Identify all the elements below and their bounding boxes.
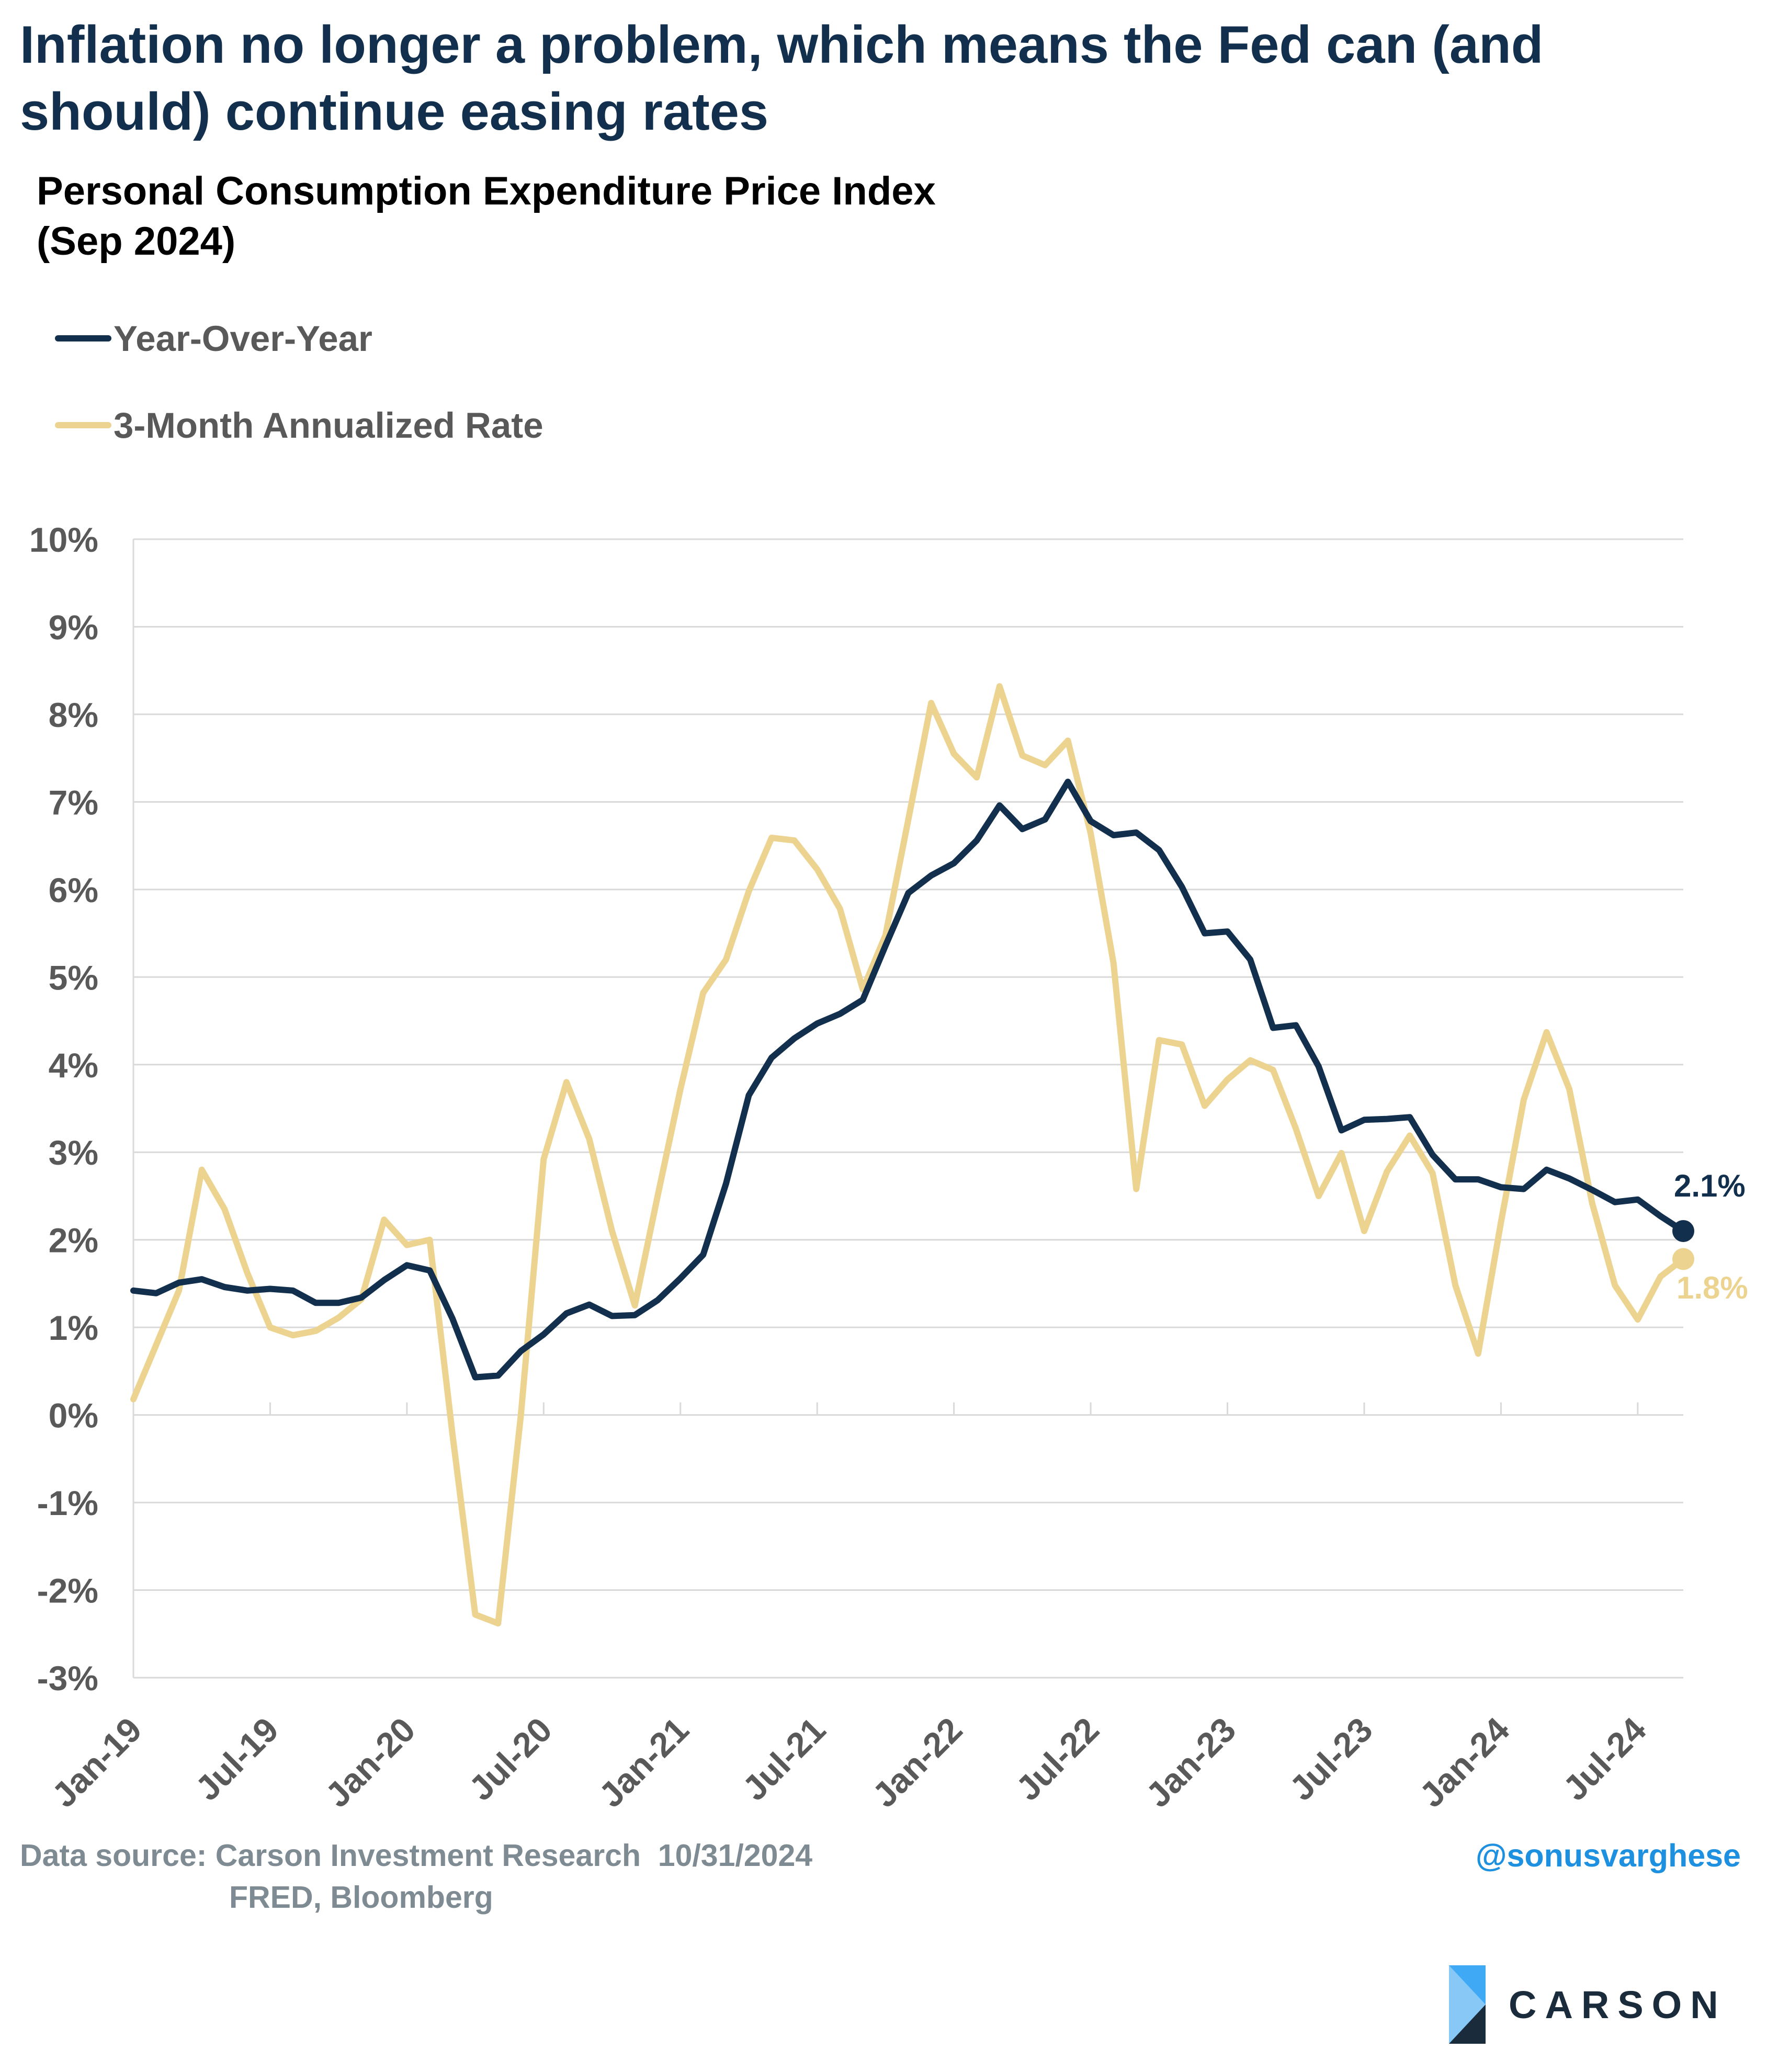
series-line-3m <box>130 683 1686 1627</box>
x-axis-labels: Jan-19 Jul-19 Jan-20 Jul-20 Jan-21 Jul-21 Jan-… <box>44 1710 1653 1814</box>
end-label-3m: 1.8% <box>1677 1270 1748 1305</box>
y-tick-label: 1% <box>49 1308 98 1347</box>
chart-title: Personal Consumption Expenditure Price I… <box>37 169 936 213</box>
y-tick-label: -2% <box>37 1572 98 1610</box>
series-lines <box>130 683 1686 1627</box>
carson-logo: CARSON <box>1444 1965 1727 2044</box>
carson-logo-icon <box>1449 1965 1486 2044</box>
y-tick-label: 2% <box>49 1221 98 1260</box>
end-labels: 2.1% 1.8% <box>1672 1168 1748 1305</box>
legend-swatch-3m <box>55 422 111 428</box>
legend-swatch-yoy <box>55 335 111 341</box>
y-axis-labels: 10% 9% 8% 7% 6% 5% 4% 3% 2% 1% 0% -1% -2% -3% <box>29 520 98 1698</box>
data-source: Data source: Carson Investment Research … <box>20 1835 812 1918</box>
end-label-yoy: 2.1% <box>1674 1168 1746 1203</box>
end-marker-yoy <box>1672 1220 1694 1242</box>
legend-label-yoy: Year-Over-Year <box>114 318 372 359</box>
twitter-handle[interactable]: @sonusvarghese <box>1475 1838 1741 1873</box>
chart-subtitle: Personal Consumption Expenditure Price I… <box>37 166 1397 267</box>
x-tick-label: Jul-22 <box>1009 1710 1106 1808</box>
x-tick-label: Jan-24 <box>1412 1710 1516 1814</box>
legend-item-3m: 3-Month Annualized Rate <box>55 402 543 449</box>
series-line-yoy <box>130 778 1686 1381</box>
y-tick-label: 6% <box>49 871 98 909</box>
x-tick-label: Jan-19 <box>44 1710 149 1815</box>
y-tick-label: 8% <box>49 696 98 734</box>
y-tick-label: 10% <box>29 520 98 559</box>
y-tick-label: 9% <box>49 608 98 646</box>
y-tick-label: 3% <box>49 1133 98 1172</box>
page-title: Inflation no longer a problem, which mea… <box>20 16 1544 141</box>
x-tick-label: Jan-23 <box>1138 1710 1243 1815</box>
y-tick-label: 5% <box>49 958 98 997</box>
source-line-2: FRED, Bloomberg <box>229 1880 493 1915</box>
legend-item-yoy: Year-Over-Year <box>55 315 372 362</box>
gridlines <box>132 538 1683 1679</box>
source-line-1: Data source: Carson Investment Research … <box>20 1838 813 1873</box>
legend-label-3m: 3-Month Annualized Rate <box>114 405 543 446</box>
x-tick-label: Jan-20 <box>318 1710 423 1815</box>
x-tick-label: Jan-22 <box>865 1710 969 1815</box>
x-tick-label: Jul-20 <box>461 1710 559 1808</box>
x-tick-label: Jul-21 <box>735 1710 833 1808</box>
y-tick-label: -1% <box>37 1484 98 1522</box>
y-tick-label: 7% <box>49 783 98 822</box>
x-tick-label: Jul-24 <box>1556 1710 1653 1807</box>
end-marker-3m <box>1672 1248 1694 1270</box>
x-tick-label: Jan-21 <box>591 1710 696 1815</box>
y-tick-label: -3% <box>37 1659 98 1698</box>
x-tick-label: Jul-19 <box>188 1710 286 1808</box>
y-tick-label: 0% <box>49 1396 98 1435</box>
y-tick-label: 4% <box>49 1046 98 1085</box>
x-tick-label: Jul-23 <box>1282 1710 1380 1808</box>
x-axis-ticks <box>269 1402 1639 1415</box>
chart-date: (Sep 2024) <box>37 219 236 264</box>
carson-logo-text: CARSON <box>1509 1983 1727 2027</box>
